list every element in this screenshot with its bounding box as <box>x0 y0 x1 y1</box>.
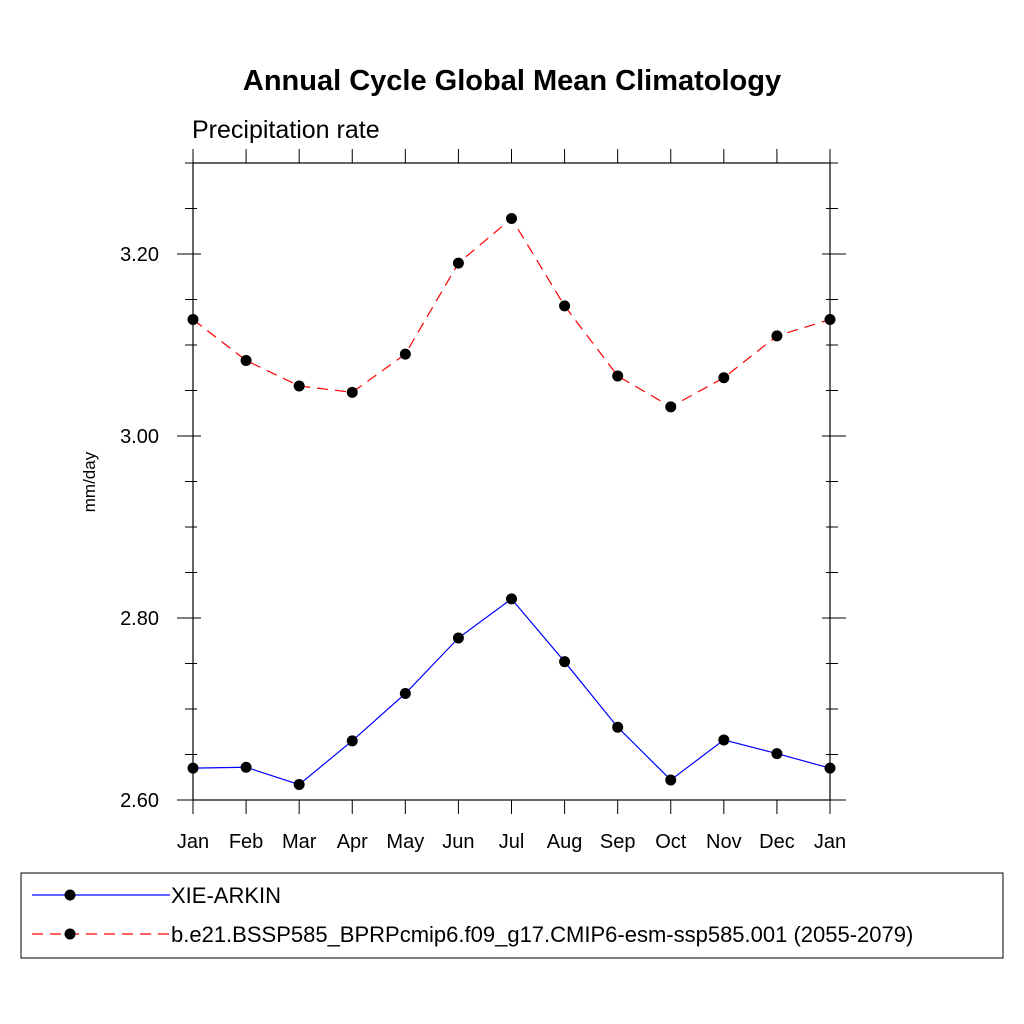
data-point <box>240 354 252 366</box>
y-axis-label: mm/day <box>80 451 99 512</box>
x-tick-label: Apr <box>337 831 368 853</box>
x-tick-label: May <box>386 831 424 853</box>
x-tick-labels: Jan Feb Mar Apr May Jun Jul Aug Sep Oct Nov Dec Jan <box>177 831 846 853</box>
y-tick-label: 3.20 <box>120 244 159 266</box>
x-tick-label: Oct <box>655 831 687 853</box>
data-point <box>665 774 677 786</box>
data-point <box>824 762 836 774</box>
x-tick-label: Jan <box>814 831 846 853</box>
x-tick-label: Jan <box>177 831 209 853</box>
chart-title: Annual Cycle Global Mean Climatology <box>243 65 781 97</box>
chart-subtitle: Precipitation rate <box>192 116 380 144</box>
plot-frame <box>192 162 831 801</box>
data-point <box>665 401 677 413</box>
data-point <box>187 314 199 326</box>
legend-marker <box>64 889 76 901</box>
legend-marker <box>64 928 76 940</box>
data-point <box>399 688 411 700</box>
data-point <box>399 348 411 360</box>
legend: XIE-ARKIN b.e21.BSSP585_BPRPcmip6.f09_g17… <box>32 883 913 947</box>
data-point <box>187 762 199 774</box>
data-point <box>293 380 305 392</box>
legend-label: XIE-ARKIN <box>171 883 281 908</box>
y-tick-label: 3.00 <box>120 426 159 448</box>
y-tick-label: 2.80 <box>120 608 159 630</box>
y-tick-label: 2.60 <box>120 790 159 812</box>
series-line <box>192 598 831 786</box>
data-point <box>346 386 358 398</box>
x-tick-label: Dec <box>759 831 795 853</box>
data-point <box>771 330 783 342</box>
data-point <box>346 735 358 747</box>
data-point <box>612 721 624 733</box>
data-point <box>824 314 836 326</box>
x-tick-label: Nov <box>706 831 742 853</box>
data-point <box>506 593 517 605</box>
series-layer <box>187 213 836 791</box>
data-point <box>718 734 730 746</box>
data-point <box>506 213 517 225</box>
data-point <box>240 761 252 773</box>
data-point <box>559 300 571 312</box>
x-tick-label: Feb <box>229 831 263 853</box>
legend-label: b.e21.BSSP585_BPRPcmip6.f09_g17.CMIP6-es… <box>171 922 913 947</box>
x-tick-label: Mar <box>282 831 317 853</box>
data-point <box>559 656 571 668</box>
x-tick-label: Aug <box>547 831 583 853</box>
y-tick-labels: 2.60 2.80 3.00 3.20 <box>120 244 159 812</box>
data-point <box>452 257 464 269</box>
axis-ticks <box>177 149 846 814</box>
data-point <box>771 748 783 760</box>
data-point <box>452 632 464 644</box>
x-tick-label: Jun <box>442 831 474 853</box>
data-point <box>293 779 305 791</box>
series-line <box>192 217 831 408</box>
x-tick-label: Jul <box>499 831 525 853</box>
x-tick-label: Sep <box>600 831 636 853</box>
legend-box <box>20 872 1004 959</box>
data-point <box>718 372 730 384</box>
data-point <box>612 370 624 382</box>
